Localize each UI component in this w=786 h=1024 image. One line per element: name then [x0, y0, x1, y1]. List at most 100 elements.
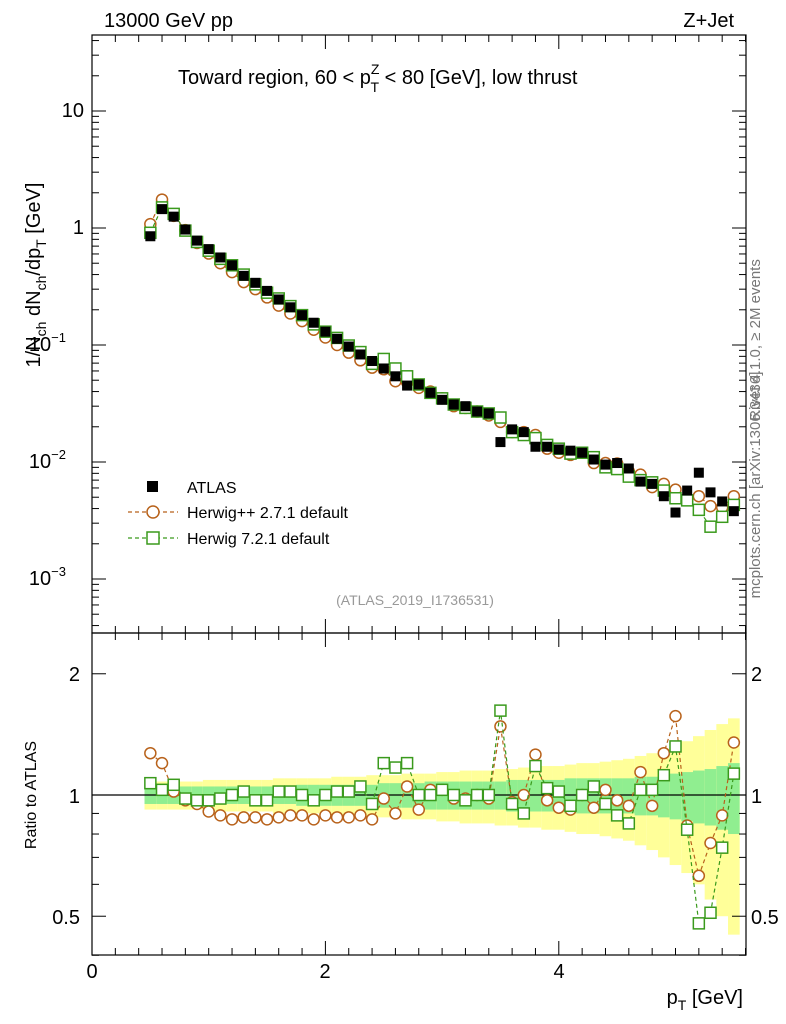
- atlas-point: [565, 445, 576, 456]
- atlas-point: [635, 476, 646, 487]
- ratio-axis-title: Ratio to ATLAS: [23, 741, 40, 849]
- main-series: [144, 193, 741, 533]
- ratio-herwigpp-point: [365, 813, 379, 826]
- ratio-herwig7-point: [692, 917, 706, 930]
- ratio-herwig7-point: [622, 817, 636, 830]
- ratio-herwigpp-point: [599, 783, 612, 797]
- ratio-herwigpp-point: [202, 805, 215, 818]
- x-tick-labels: 0 2 4: [86, 961, 564, 983]
- ratio-herwig7-point: [727, 767, 741, 780]
- ratio-herwig7-point: [610, 809, 624, 822]
- herwig7-point: [704, 520, 717, 533]
- atlas-point: [623, 463, 634, 474]
- ratio-herwig7-point: [389, 761, 402, 774]
- ratio-herwig7-point: [715, 841, 729, 854]
- ratio-herwigpp-point: [319, 809, 332, 822]
- ratio-herwig7-point: [517, 807, 531, 820]
- atlas-point: [308, 317, 319, 328]
- atlas-point: [507, 424, 518, 435]
- region-title: Toward region, 60 < pZ T < 80 [GeV], low …: [178, 61, 578, 95]
- atlas-point: [588, 454, 599, 465]
- ratio-herwig7-point: [284, 785, 297, 798]
- ratio-tick-2-right: 2: [751, 664, 762, 686]
- band-inner: [622, 778, 635, 814]
- ratio-herwigpp-point: [412, 803, 426, 816]
- mcplots-label: mcplots.cern.ch [arXiv:1306.3436]: [747, 372, 764, 599]
- ratio-herwig7-point: [564, 799, 577, 813]
- atlas-point: [728, 506, 739, 517]
- ratio-tick-1-right: 1: [751, 786, 762, 808]
- ratio-herwigpp-point: [307, 813, 320, 826]
- ratio-herwig7-point: [365, 797, 379, 811]
- atlas-point: [227, 260, 238, 271]
- atlas-point: [215, 252, 226, 263]
- ratio-herwig7-point: [669, 740, 682, 753]
- ratio-herwigpp-point: [225, 813, 239, 826]
- ratio-herwigpp-point: [272, 811, 285, 824]
- ratio-herwig7-point: [540, 781, 554, 795]
- ratio-herwig7-point: [529, 759, 542, 773]
- y-axis-title: 1/Nch dNch/dpT [GeV]: [23, 183, 49, 368]
- atlas-point: [682, 485, 693, 496]
- ratio-herwig7-point: [319, 788, 332, 802]
- legend-marker-herwig7: [146, 531, 160, 545]
- atlas-point: [413, 379, 424, 390]
- atlas-point: [180, 224, 191, 235]
- rivet-label: Rivet 4.1.0, ≥ 2M events: [747, 259, 764, 421]
- ratio-herwigpp-point: [669, 709, 682, 723]
- ratio-herwigpp-point: [634, 765, 647, 779]
- ratio-herwig7-point: [494, 704, 507, 717]
- ratio-herwig7-point: [237, 785, 250, 798]
- ratio-herwigpp-point: [354, 809, 367, 822]
- tick-label-1: 1: [73, 217, 84, 239]
- ratio-herwigpp-point: [517, 788, 531, 802]
- legend-marker-atlas: [147, 481, 158, 492]
- ratio-herwigpp-point: [622, 799, 636, 813]
- ratio-herwig7-point: [377, 756, 390, 770]
- ratio-herwigpp-point: [330, 811, 344, 824]
- ratio-herwig7-point: [412, 788, 426, 802]
- herwig7-point: [715, 510, 729, 524]
- ratio-herwigpp-point: [389, 807, 402, 820]
- atlas-point: [460, 401, 471, 412]
- ratio-herwigpp-point: [260, 813, 274, 826]
- atlas-point: [168, 211, 179, 222]
- ratio-herwigpp-point: [284, 809, 297, 822]
- ratio-herwigpp-point: [727, 736, 741, 749]
- atlas-point: [262, 285, 273, 296]
- atlas-point: [705, 487, 716, 498]
- atlas-point: [192, 235, 203, 246]
- ratio-series: [144, 704, 741, 930]
- tick-label-10: 10: [62, 100, 84, 122]
- atlas-point: [717, 496, 728, 507]
- band-inner: [693, 770, 705, 824]
- atlas-point: [332, 333, 343, 344]
- band-inner: [704, 769, 717, 826]
- atlas-point: [145, 231, 156, 242]
- ratio-herwigpp-point: [377, 792, 390, 805]
- ratio-herwigpp-point: [144, 746, 157, 760]
- herwig7-point: [400, 370, 414, 383]
- ratio-herwig7-point: [435, 783, 449, 797]
- atlas-point: [238, 270, 249, 281]
- ratio-herwig7-point: [459, 794, 472, 807]
- ratio-herwig7-point: [190, 794, 204, 807]
- ratio-herwigpp-point: [237, 811, 250, 824]
- ratio-herwig7-point: [424, 788, 437, 802]
- ratio-herwigpp-point: [494, 720, 507, 733]
- ratio-herwig7-point: [260, 794, 274, 807]
- ratio-herwig7-point: [599, 797, 612, 811]
- ratio-herwigpp-point: [692, 869, 706, 883]
- ratio-herwig7-point: [179, 792, 192, 805]
- atlas-point: [518, 427, 529, 438]
- atlas-point: [437, 394, 448, 405]
- x-tick-0: 0: [86, 961, 97, 983]
- atlas-point: [577, 447, 588, 458]
- atlas-point: [355, 349, 366, 360]
- x-tick-4: 4: [553, 961, 564, 983]
- ratio-herwig7-point: [155, 783, 169, 797]
- ratio-herwig7-point: [249, 794, 262, 807]
- ratio-herwig7-point: [680, 823, 694, 836]
- ratio-herwig7-point: [330, 785, 344, 798]
- ratio-herwig7-point: [295, 788, 309, 802]
